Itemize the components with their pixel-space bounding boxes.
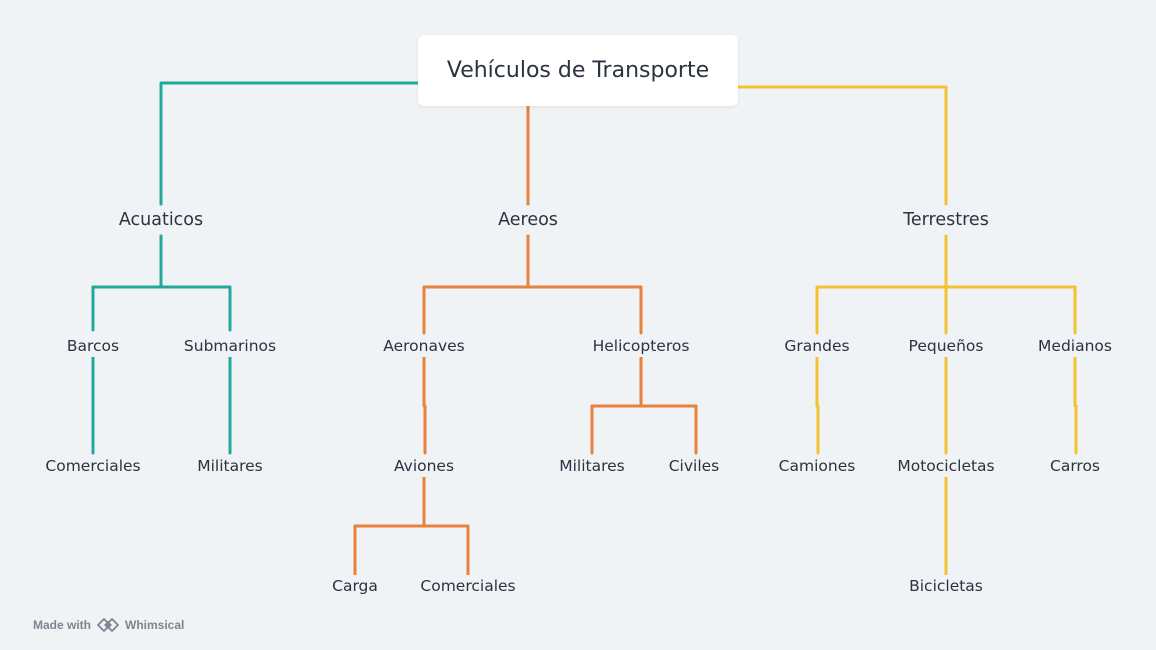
connector-root-terrestres (736, 85, 948, 206)
connector-helicopteros-children (590, 354, 698, 455)
connector-medianos-carros (1073, 354, 1078, 455)
root-node-label: Vehículos de Transporte (446, 58, 710, 83)
node-terrestres[interactable]: Terrestres (901, 209, 991, 231)
node-aeronaves[interactable]: Aeronaves (381, 335, 467, 357)
node-comerciales-aviones[interactable]: Comerciales (418, 575, 518, 597)
node-carros[interactable]: Carros (1047, 455, 1103, 477)
connector-grandes-camiones (815, 354, 820, 455)
node-submarinos[interactable]: Submarinos (181, 335, 279, 357)
node-helicopteros[interactable]: Helicopteros (590, 335, 692, 357)
watermark-prefix: Made with (33, 618, 92, 632)
node-comerciales-barcos[interactable]: Comerciales (43, 455, 143, 477)
node-carga[interactable]: Carga (330, 575, 380, 597)
connector-acuaticos-children (91, 234, 232, 332)
connector-terrestres-children (815, 234, 1077, 335)
node-militares-helicopteros[interactable]: Militares (557, 455, 627, 477)
whimsical-logo-icon (97, 618, 119, 632)
node-militares-submarinos[interactable]: Militares (195, 455, 265, 477)
node-civiles[interactable]: Civiles (666, 455, 722, 477)
whimsical-watermark[interactable]: Made with Whimsical (33, 616, 184, 634)
node-bicicletas[interactable]: Bicicletas (907, 575, 985, 597)
node-camiones[interactable]: Camiones (776, 455, 858, 477)
node-medianos[interactable]: Medianos (1036, 335, 1114, 357)
connector-aeronaves-aviones (422, 354, 427, 455)
watermark-brand: Whimsical (125, 618, 185, 632)
node-aviones[interactable]: Aviones (391, 455, 457, 477)
node-acuaticos[interactable]: Acuaticos (116, 209, 206, 231)
node-pequenos[interactable]: Pequeños (906, 335, 986, 357)
node-barcos[interactable]: Barcos (64, 335, 122, 357)
root-node[interactable]: Vehículos de Transporte (418, 35, 738, 106)
node-motocicletas[interactable]: Motocicletas (895, 455, 997, 477)
node-grandes[interactable]: Grandes (782, 335, 852, 357)
connector-root-acuaticos (159, 81, 420, 206)
connector-aviones-children (353, 475, 470, 577)
connector-aereos-children (422, 234, 643, 335)
node-aereos[interactable]: Aereos (496, 209, 560, 231)
